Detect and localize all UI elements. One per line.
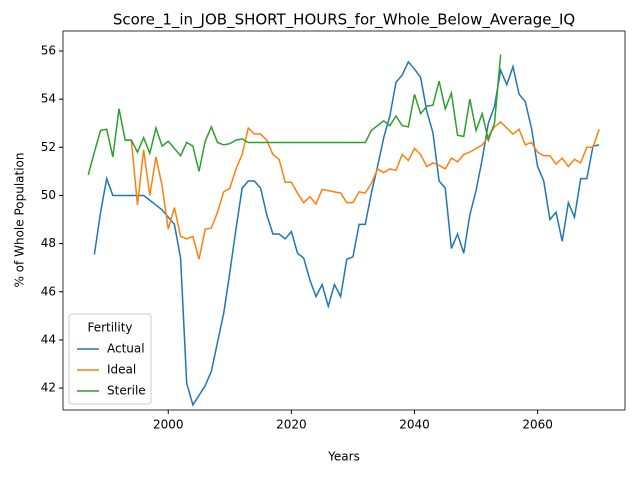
x-tick-label: 2020 [276, 418, 307, 432]
x-axis-label: Years [327, 450, 360, 464]
y-tick-label: 50 [41, 188, 56, 202]
y-tick-label: 56 [41, 43, 56, 57]
chart-title: Score_1_in_JOB_SHORT_HOURS_for_Whole_Bel… [113, 11, 575, 30]
y-tick-label: 52 [41, 140, 56, 154]
series-line [125, 121, 600, 260]
series-line [93, 60, 600, 407]
legend-label: Ideal [107, 363, 136, 377]
y-tick-label: 46 [41, 284, 56, 298]
y-tick-label: 54 [41, 92, 56, 106]
y-tick-label: 44 [41, 332, 56, 346]
legend-label: Actual [107, 342, 145, 356]
x-tick-label: 2060 [522, 418, 553, 432]
x-tick-label: 2000 [153, 418, 184, 432]
y-tick-label: 48 [41, 236, 56, 250]
x-tick-label: 2040 [399, 418, 430, 432]
legend-box [68, 313, 152, 405]
y-axis-label: % of Whole Population [13, 153, 27, 288]
legend-label: Sterile [107, 384, 146, 398]
series-line [87, 54, 502, 176]
plot-frame [62, 30, 626, 411]
legend-title: Fertility [87, 321, 132, 335]
y-tick-label: 42 [41, 381, 56, 395]
